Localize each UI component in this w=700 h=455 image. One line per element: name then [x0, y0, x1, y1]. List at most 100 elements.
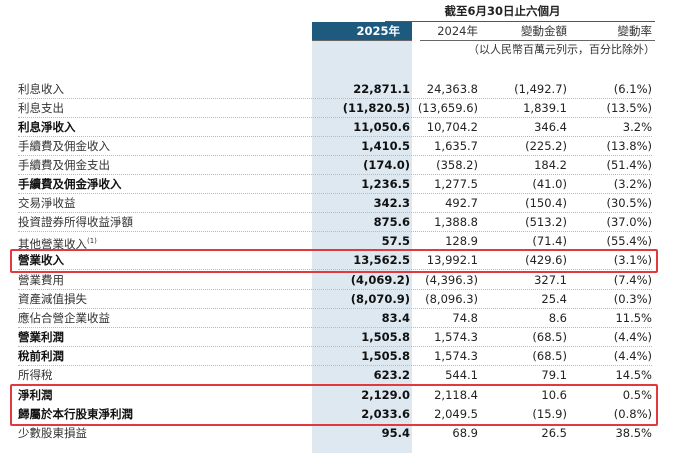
row-label-text: 所得稅	[18, 368, 53, 382]
value-change: 184.2	[534, 158, 567, 172]
row-separator	[18, 269, 652, 270]
row-label: 所得稅	[18, 366, 53, 385]
value-2025: 83.4	[381, 311, 410, 325]
value-2024: 74.8	[452, 311, 478, 325]
row-label: 淨利潤	[18, 386, 53, 405]
value-rate: 0.5%	[622, 388, 652, 402]
row-label: 營業收入	[18, 251, 64, 270]
row-label: 營業費用	[18, 271, 64, 290]
row-label: 歸屬於本行股東淨利潤	[18, 405, 133, 424]
value-rate: (4.4%)	[613, 349, 652, 363]
row-label: 利息支出	[18, 99, 64, 118]
value-2025: 1,236.5	[361, 177, 410, 191]
value-2025: 1,410.5	[361, 139, 410, 153]
value-2025: (174.0)	[363, 158, 410, 172]
row-separator	[18, 289, 652, 290]
value-2024: 544.1	[445, 368, 478, 382]
value-2024: 1,574.3	[434, 330, 478, 344]
row-separator	[18, 98, 652, 99]
value-2025: 1,505.8	[361, 349, 410, 363]
value-2024: (4,396.3)	[425, 273, 478, 287]
row-separator	[18, 231, 652, 232]
value-change: 25.4	[541, 292, 567, 306]
value-change: (41.0)	[532, 177, 567, 191]
value-rate: 38.5%	[615, 426, 652, 440]
row-label: 資產減值損失	[18, 290, 87, 309]
row-label: 應佔合營企業收益	[18, 309, 110, 328]
value-rate: (0.3%)	[613, 292, 652, 306]
row-label-text: 其他營業收入	[18, 236, 87, 251]
value-rate: (13.8%)	[606, 139, 652, 153]
value-2024: 128.9	[445, 234, 478, 248]
row-separator	[18, 212, 652, 213]
row-label: 其他營業收入(1)	[18, 232, 97, 251]
value-2024: (8,096.3)	[425, 292, 478, 306]
value-change: 79.1	[541, 368, 567, 382]
value-2025: 623.2	[373, 368, 410, 382]
value-rate: (37.0%)	[606, 215, 652, 229]
highlight-operating-revenue	[10, 249, 658, 273]
value-rate: (6.1%)	[613, 82, 652, 96]
row-label: 交易淨收益	[18, 194, 76, 213]
value-change: (68.5)	[532, 349, 567, 363]
value-rate: (51.4%)	[606, 158, 652, 172]
value-change: (15.9)	[532, 407, 567, 421]
value-rate: (7.4%)	[613, 273, 652, 287]
table-row: 手續費及佣金收入 1,410.5 1,635.7 (225.2) (13.8%)	[0, 137, 700, 156]
row-label: 利息淨收入	[18, 118, 76, 137]
row-label-text: 手續費及佣金淨收入	[18, 177, 122, 191]
col-2025-shading	[312, 22, 412, 453]
value-rate: (55.4%)	[606, 234, 652, 248]
table-row: 營業利潤 1,505.8 1,574.3 (68.5) (4.4%)	[0, 328, 700, 347]
value-2025: 13,562.5	[353, 253, 410, 267]
row-label-text: 手續費及佣金支出	[18, 158, 110, 172]
header-rule-others	[420, 40, 655, 41]
value-rate: (4.4%)	[613, 330, 652, 344]
row-label-text: 利息支出	[18, 101, 64, 115]
row-label: 手續費及佣金收入	[18, 137, 110, 156]
col-header-change: 變動金額	[521, 24, 567, 38]
value-2024: (13,659.6)	[417, 101, 478, 115]
row-separator	[18, 327, 652, 328]
value-2025: 1,505.8	[361, 330, 410, 344]
table-row: 應佔合營企業收益 83.4 74.8 8.6 11.5%	[0, 309, 700, 328]
row-separator	[18, 155, 652, 156]
value-2024: 10,704.2	[426, 120, 478, 134]
value-2025: (4,069.2)	[350, 273, 410, 287]
row-separator	[18, 346, 652, 347]
col-header-2024: 2024年	[437, 24, 478, 38]
value-2024: 2,049.5	[434, 407, 478, 421]
table-row: 營業收入 13,562.5 13,992.1 (429.6) (3.1%)	[0, 251, 700, 270]
value-2024: (358.2)	[436, 158, 478, 172]
period-underline	[385, 21, 655, 22]
value-2025: 875.6	[373, 215, 410, 229]
table-row: 手續費及佣金支出 (174.0) (358.2) 184.2 (51.4%)	[0, 156, 700, 175]
value-2024: 1,388.8	[434, 215, 478, 229]
unit-note: （以人民幣百萬元列示，百分比除外）	[468, 43, 655, 56]
table-row: 利息支出 (11,820.5) (13,659.6) 1,839.1 (13.5%)	[0, 99, 700, 118]
row-label-text: 交易淨收益	[18, 196, 76, 210]
value-2024: 68.9	[452, 426, 478, 440]
table-row: 手續費及佣金淨收入 1,236.5 1,277.5 (41.0) (3.2%)	[0, 175, 700, 194]
row-label: 稅前利潤	[18, 347, 64, 366]
row-label: 營業利潤	[18, 328, 64, 347]
row-separator	[18, 174, 652, 175]
value-2025: 95.4	[381, 426, 410, 440]
row-label: 手續費及佣金淨收入	[18, 175, 122, 194]
row-separator	[18, 365, 652, 366]
row-label-text: 資產減值損失	[18, 292, 87, 306]
row-label-text: 利息淨收入	[18, 120, 76, 134]
row-separator	[18, 136, 652, 137]
value-2025: 2,129.0	[361, 388, 410, 402]
value-2024: 492.7	[445, 196, 478, 210]
value-change: (150.4)	[525, 196, 567, 210]
header-rule-2025	[312, 40, 412, 41]
value-rate: 14.5%	[615, 368, 652, 382]
row-label-text: 歸屬於本行股東淨利潤	[18, 407, 133, 421]
value-change: 1,839.1	[523, 101, 567, 115]
value-rate: (13.5%)	[606, 101, 652, 115]
table-row: 營業費用 (4,069.2) (4,396.3) 327.1 (7.4%)	[0, 271, 700, 290]
value-2024: 2,118.4	[434, 388, 478, 402]
table-row: 淨利潤 2,129.0 2,118.4 10.6 0.5%	[0, 386, 700, 405]
table-row: 其他營業收入(1) 57.5 128.9 (71.4) (55.4%)	[0, 232, 700, 251]
